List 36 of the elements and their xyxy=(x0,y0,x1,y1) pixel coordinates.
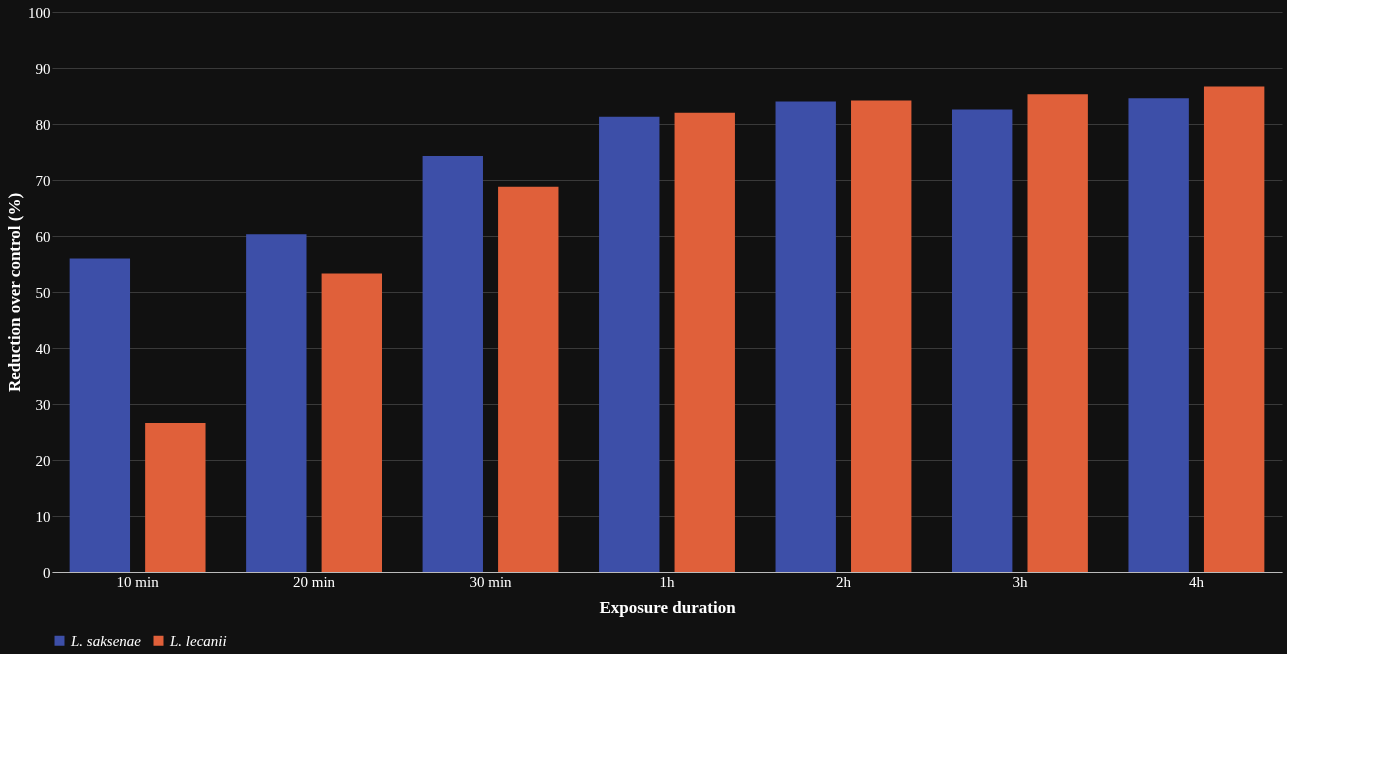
x-axis-title: Exposure duration xyxy=(599,597,737,617)
bar xyxy=(674,112,735,572)
bar xyxy=(775,101,836,572)
y-tick-label: 0 xyxy=(43,564,51,581)
bar xyxy=(952,109,1013,572)
bar xyxy=(1203,86,1265,572)
bar xyxy=(851,100,912,572)
y-tick-label: 10 xyxy=(35,508,51,525)
x-tick-label: 10 min xyxy=(116,573,160,590)
bar xyxy=(246,234,307,572)
bar xyxy=(69,258,131,572)
y-tick-label: 60 xyxy=(35,228,51,245)
y-tick-label: 30 xyxy=(35,396,51,413)
x-tick-label: 20 min xyxy=(293,573,336,590)
legend-label: L. lecanii xyxy=(169,632,227,649)
bar xyxy=(599,116,660,572)
y-tick-label: 80 xyxy=(35,116,51,133)
legend-label: L. saksenae xyxy=(70,632,142,649)
bar xyxy=(1128,98,1189,572)
bar xyxy=(422,155,483,572)
bar xyxy=(321,273,382,572)
y-tick-label: 90 xyxy=(35,60,51,77)
y-tick-label: 100 xyxy=(28,4,51,21)
y-tick-label: 20 xyxy=(35,452,51,469)
x-tick-label: 3h xyxy=(1012,573,1028,590)
y-axis-title: Reduction over control (%) xyxy=(5,192,24,393)
bar xyxy=(145,423,206,572)
y-tick-label: 70 xyxy=(35,172,51,189)
x-tick-label: 1h xyxy=(659,573,675,590)
x-tick-label: 2h xyxy=(835,573,852,590)
x-tick-label: 30 min xyxy=(469,573,513,590)
x-tick-label: 4h xyxy=(1188,573,1205,590)
bar xyxy=(498,186,559,572)
y-tick-label: 40 xyxy=(35,340,51,357)
y-tick-label: 50 xyxy=(35,284,51,301)
bar xyxy=(1027,94,1088,572)
